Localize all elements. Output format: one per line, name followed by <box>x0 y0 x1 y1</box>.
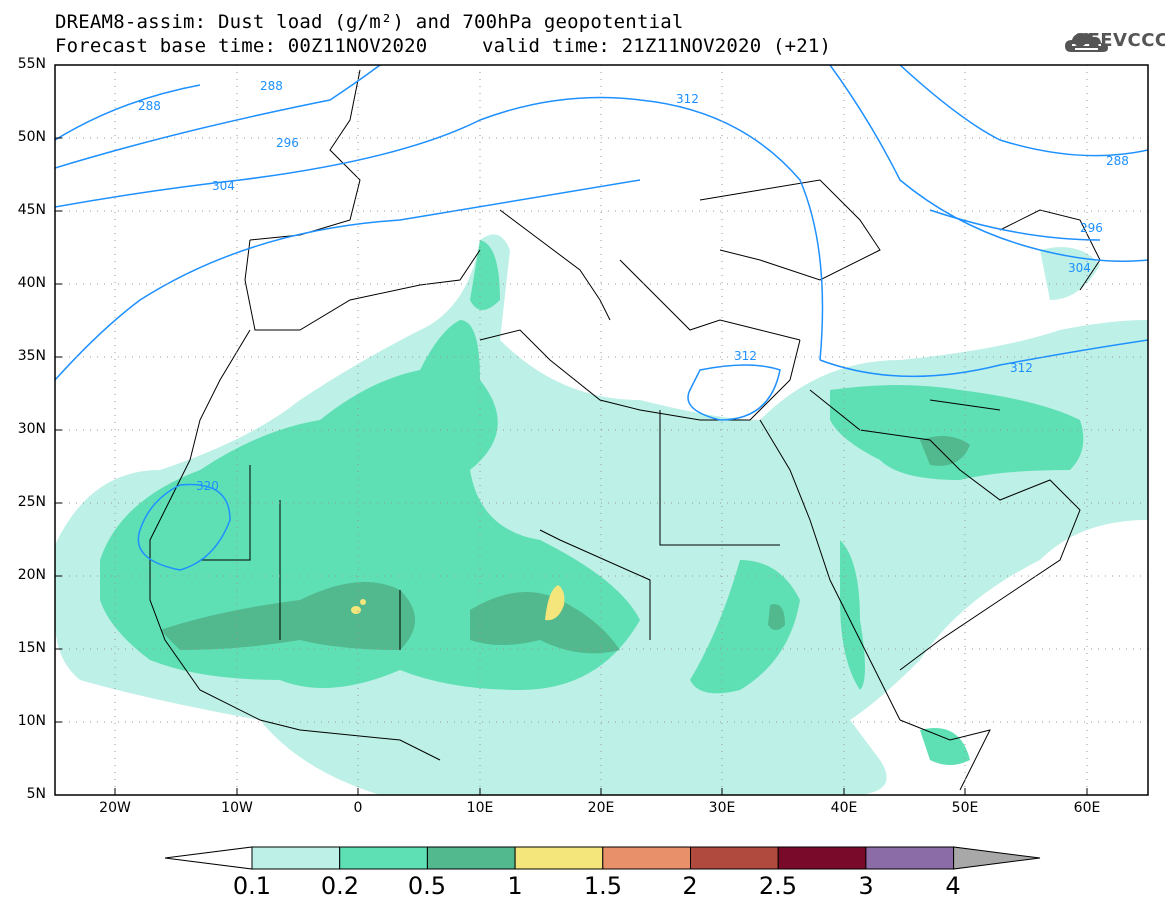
colorbar-label: 0.2 <box>320 872 360 900</box>
lon-tick-label: 0 <box>353 800 363 816</box>
lat-tick-label: 25N <box>17 494 46 510</box>
lon-tick-label: 50E <box>951 800 979 816</box>
lat-tick-label: 55N <box>17 56 46 72</box>
contour-label: 304 <box>1068 261 1091 275</box>
colorbar-label: 1 <box>507 872 523 900</box>
contour-label: 296 <box>1080 221 1103 235</box>
geopotential-contours <box>55 65 1148 571</box>
colorbar-bin <box>690 846 779 870</box>
valid-time: valid time: 21Z11NOV2020 (+21) <box>482 35 832 57</box>
lon-tick-label: 20E <box>587 800 615 816</box>
lat-tick-label: 5N <box>26 786 46 802</box>
lat-tick-label: 20N <box>17 567 46 583</box>
contour-labels: 288 288 296 304 312 312 312 320 288 296 … <box>138 79 1129 493</box>
colorbar-label: 2.5 <box>758 872 798 900</box>
contour-label: 320 <box>196 479 219 493</box>
contour-label: 288 <box>138 99 161 113</box>
lon-tick-label: 20W <box>99 800 131 816</box>
colorbar-bin <box>777 846 867 870</box>
coastlines-borders <box>149 69 1101 791</box>
tick-marks <box>55 137 1088 795</box>
lon-tick-label: 10W <box>221 800 253 816</box>
cloud-icon <box>1065 33 1108 52</box>
contour-label: 312 <box>1010 361 1033 375</box>
colorbar-bin <box>426 846 516 870</box>
contour-label: 312 <box>734 349 757 363</box>
lat-tick-label: 50N <box>17 129 46 145</box>
colorbar-bin <box>514 846 604 870</box>
map-title: DREAM8-assim: Dust load (g/m²) and 700hP… <box>55 11 684 33</box>
lon-tick-label: 40E <box>830 800 858 816</box>
lon-tick-label: 10E <box>466 800 494 816</box>
colorbar-bin <box>602 846 691 870</box>
lat-tick-label: 15N <box>17 640 46 656</box>
lon-tick-label: 30E <box>708 800 736 816</box>
colorbar-low-arrow <box>164 846 253 870</box>
forecast-base-time: Forecast base time: 00Z11NOV2020 <box>55 35 428 57</box>
contour-label: 312 <box>676 92 699 106</box>
colorbar <box>164 846 1041 870</box>
contour-label: 288 <box>260 79 283 93</box>
lat-tick-label: 40N <box>17 275 46 291</box>
lat-tick-label: 30N <box>17 421 46 437</box>
graticule <box>55 65 1148 795</box>
colorbar-label: 3 <box>858 872 874 900</box>
contour-label: 296 <box>276 136 299 150</box>
lat-tick-label: 35N <box>17 348 46 364</box>
colorbar-label: 0.1 <box>232 872 272 900</box>
colorbar-label: 0.5 <box>407 872 447 900</box>
colorbar-label: 4 <box>945 872 961 900</box>
colorbar-label: 1.5 <box>583 872 623 900</box>
colorbar-bin <box>251 846 341 870</box>
logo-text: SEEVCCC <box>1074 30 1165 51</box>
colorbar-bin <box>339 846 428 870</box>
colorbar-bin <box>865 846 955 870</box>
contour-label: 288 <box>1106 154 1129 168</box>
colorbar-label: 2 <box>682 872 698 900</box>
lon-tick-label: 60E <box>1073 800 1101 816</box>
lat-tick-label: 10N <box>17 713 46 729</box>
colorbar-high-arrow <box>953 846 1041 870</box>
lat-tick-label: 45N <box>17 202 46 218</box>
contour-label: 304 <box>212 179 235 193</box>
